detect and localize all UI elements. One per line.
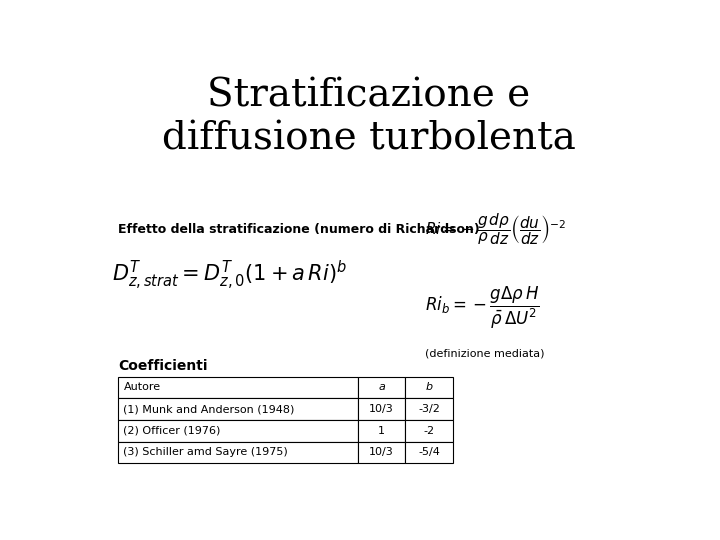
Bar: [405, 420, 453, 442]
Text: -2: -2: [423, 426, 435, 436]
Text: -5/4: -5/4: [418, 447, 440, 457]
Text: 10/3: 10/3: [369, 404, 394, 414]
Text: a: a: [378, 382, 385, 393]
Text: b: b: [426, 382, 433, 393]
Text: (2) Officer (1976): (2) Officer (1976): [124, 426, 221, 436]
Text: (1) Munk and Anderson (1948): (1) Munk and Anderson (1948): [124, 404, 295, 414]
Bar: [118, 420, 358, 442]
Bar: [358, 377, 405, 399]
Bar: [358, 399, 405, 420]
Bar: [118, 442, 358, 463]
Text: $Ri_b = -\dfrac{g\Delta\rho\, H}{\bar{\rho}\, \Delta U^2}$: $Ri_b = -\dfrac{g\Delta\rho\, H}{\bar{\r…: [425, 285, 539, 331]
Text: Coefficienti: Coefficienti: [118, 359, 207, 373]
Text: $Ri = -\dfrac{g}{\rho}\dfrac{d\rho}{dz}\left(\dfrac{du}{dz}\right)^{-2}$: $Ri = -\dfrac{g}{\rho}\dfrac{d\rho}{dz}\…: [425, 211, 566, 247]
Bar: [358, 420, 405, 442]
Bar: [405, 442, 453, 463]
Text: 1: 1: [378, 426, 385, 436]
Text: Effetto della stratificazione (numero di Richardson): Effetto della stratificazione (numero di…: [118, 222, 480, 235]
Text: (definizione mediata): (definizione mediata): [425, 349, 544, 359]
Bar: [405, 399, 453, 420]
Text: Autore: Autore: [124, 382, 161, 393]
Text: Stratificazione e
diffusione turbolenta: Stratificazione e diffusione turbolenta: [162, 77, 576, 157]
Bar: [118, 399, 358, 420]
Text: 10/3: 10/3: [369, 447, 394, 457]
Bar: [358, 442, 405, 463]
Text: -3/2: -3/2: [418, 404, 440, 414]
Bar: [405, 377, 453, 399]
Text: $D_{z,strat}^{T} = D_{z,0}^{T}\left(1 + a\,Ri\right)^{b}$: $D_{z,strat}^{T} = D_{z,0}^{T}\left(1 + …: [112, 258, 348, 292]
Bar: [118, 377, 358, 399]
Text: (3) Schiller amd Sayre (1975): (3) Schiller amd Sayre (1975): [124, 447, 288, 457]
